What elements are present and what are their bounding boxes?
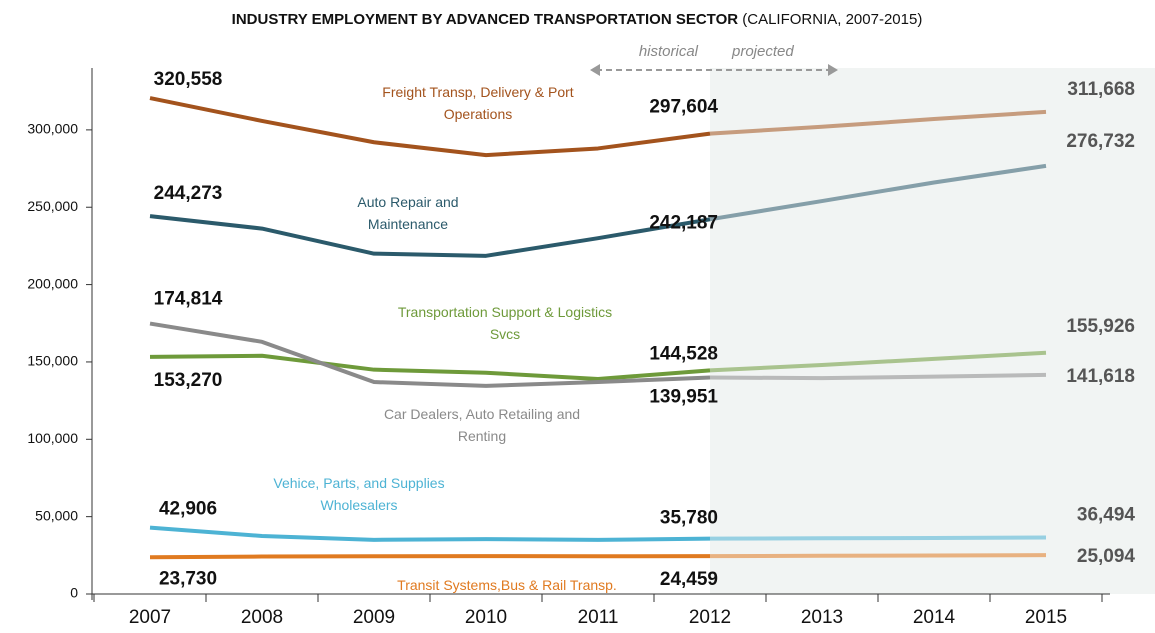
value-label: 42,906 xyxy=(159,499,217,520)
value-label: 153,270 xyxy=(154,370,223,391)
value-label: 24,459 xyxy=(660,569,718,590)
y-tick-label: 250,000 xyxy=(27,198,78,214)
projected-line xyxy=(709,109,1047,136)
value-label: 320,558 xyxy=(154,69,223,90)
x-tick-label: 2012 xyxy=(689,607,731,628)
arrow-head xyxy=(590,64,600,76)
value-label: 311,668 xyxy=(1067,79,1135,100)
historical-line xyxy=(149,525,711,542)
x-tick-label: 2007 xyxy=(129,607,171,628)
y-tick-label: 0 xyxy=(70,585,78,601)
annotation: historical xyxy=(639,43,699,60)
historical-line xyxy=(149,321,711,388)
y-tick-label: 200,000 xyxy=(27,275,78,291)
y-tick-label: 150,000 xyxy=(27,353,78,369)
title: INDUSTRY EMPLOYMENT BY ADVANCED TRANSPOR… xyxy=(232,11,739,28)
arrow-head xyxy=(828,64,838,76)
series-label: Transit Systems,Bus & Rail Transp. xyxy=(397,577,617,593)
series-label: Car Dealers, Auto Retailing and Renting xyxy=(383,406,581,444)
x-tick-label: 2008 xyxy=(241,607,283,628)
value-label: 174,814 xyxy=(154,289,223,310)
x-tick-label: 2011 xyxy=(578,607,619,628)
x-tick-label: 2009 xyxy=(353,607,395,628)
annotation: projected xyxy=(731,43,794,60)
value-label: 144,528 xyxy=(649,343,718,364)
y-tick-label: 300,000 xyxy=(27,121,78,137)
y-tick-label: 50,000 xyxy=(35,507,78,523)
value-label: 23,730 xyxy=(159,568,217,589)
x-tick-label: 2013 xyxy=(801,607,843,628)
series-label: Auto Repair and Maintenance xyxy=(357,194,459,232)
y-tick-label: 100,000 xyxy=(27,430,78,446)
x-tick-label: 2014 xyxy=(913,607,956,628)
historical-line xyxy=(149,96,711,158)
value-label: 276,732 xyxy=(1066,131,1135,152)
chart-title: INDUSTRY EMPLOYMENT BY ADVANCED TRANSPOR… xyxy=(232,11,923,28)
historical-line xyxy=(149,554,711,560)
value-label: 244,273 xyxy=(154,183,223,204)
value-label: 155,926 xyxy=(1066,316,1135,337)
historical-line xyxy=(149,214,711,258)
projected-line xyxy=(709,372,1047,381)
projection-shade xyxy=(710,68,1155,594)
subtitle: (CALIFORNIA, 2007-2015) xyxy=(742,11,922,28)
historical-line xyxy=(149,353,711,381)
value-label: 242,187 xyxy=(649,212,718,233)
series-label: Vehice, Parts, and Supplies Wholesalers xyxy=(273,475,445,513)
value-label: 297,604 xyxy=(649,97,718,118)
value-label: 35,780 xyxy=(660,508,718,529)
projected-line xyxy=(709,535,1047,541)
value-label: 25,094 xyxy=(1077,546,1136,567)
value-label: 141,618 xyxy=(1066,366,1135,387)
x-tick-label: 2010 xyxy=(465,607,507,628)
x-tick-label: 2015 xyxy=(1025,607,1067,628)
projected-line xyxy=(709,553,1047,559)
series-label: Freight Transp, Delivery & Port Operatio… xyxy=(382,84,574,122)
value-label: 139,951 xyxy=(649,387,718,408)
value-label: 36,494 xyxy=(1077,505,1136,526)
projected-line xyxy=(709,350,1047,373)
projected-line xyxy=(709,163,1047,222)
series-label: Transportation Support & Logistics Svcs xyxy=(397,304,613,342)
